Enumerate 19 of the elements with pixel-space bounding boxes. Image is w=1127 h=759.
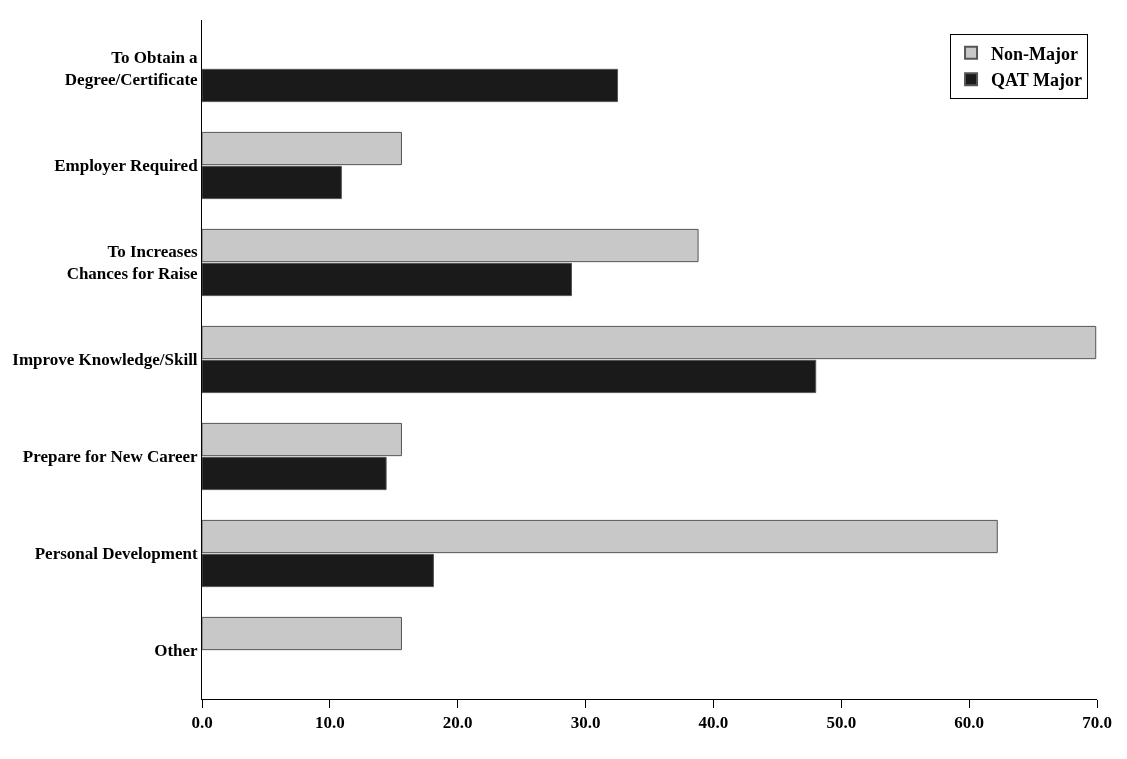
- bar: [202, 616, 402, 651]
- y-tick-label: Improve Knowledge/Skill: [12, 350, 198, 370]
- y-tick-label: To Obtain a Degree/Certificate: [64, 48, 199, 90]
- x-tick-label: 0.0: [191, 713, 213, 733]
- y-tick-label: Employer Required: [54, 156, 199, 176]
- y-tick-label: To Increases Chances for Raise: [66, 242, 199, 284]
- x-tick-label: 30.0: [570, 713, 601, 733]
- x-tick-label: 10.0: [314, 713, 345, 733]
- legend-label: Non-Major: [991, 43, 1079, 64]
- bar: [202, 68, 619, 103]
- y-tick-label: Personal Development: [34, 544, 198, 564]
- y-tick-label: Other: [154, 641, 199, 661]
- x-tick-label: 40.0: [698, 713, 729, 733]
- x-tick-label: 20.0: [442, 713, 473, 733]
- x-tick-label: 60.0: [954, 713, 985, 733]
- x-tick-label: 70.0: [1082, 713, 1112, 733]
- y-tick-label: Prepare for New Career: [22, 447, 199, 467]
- x-tick-label: 50.0: [826, 713, 857, 733]
- legend-label: QAT Major: [991, 70, 1082, 91]
